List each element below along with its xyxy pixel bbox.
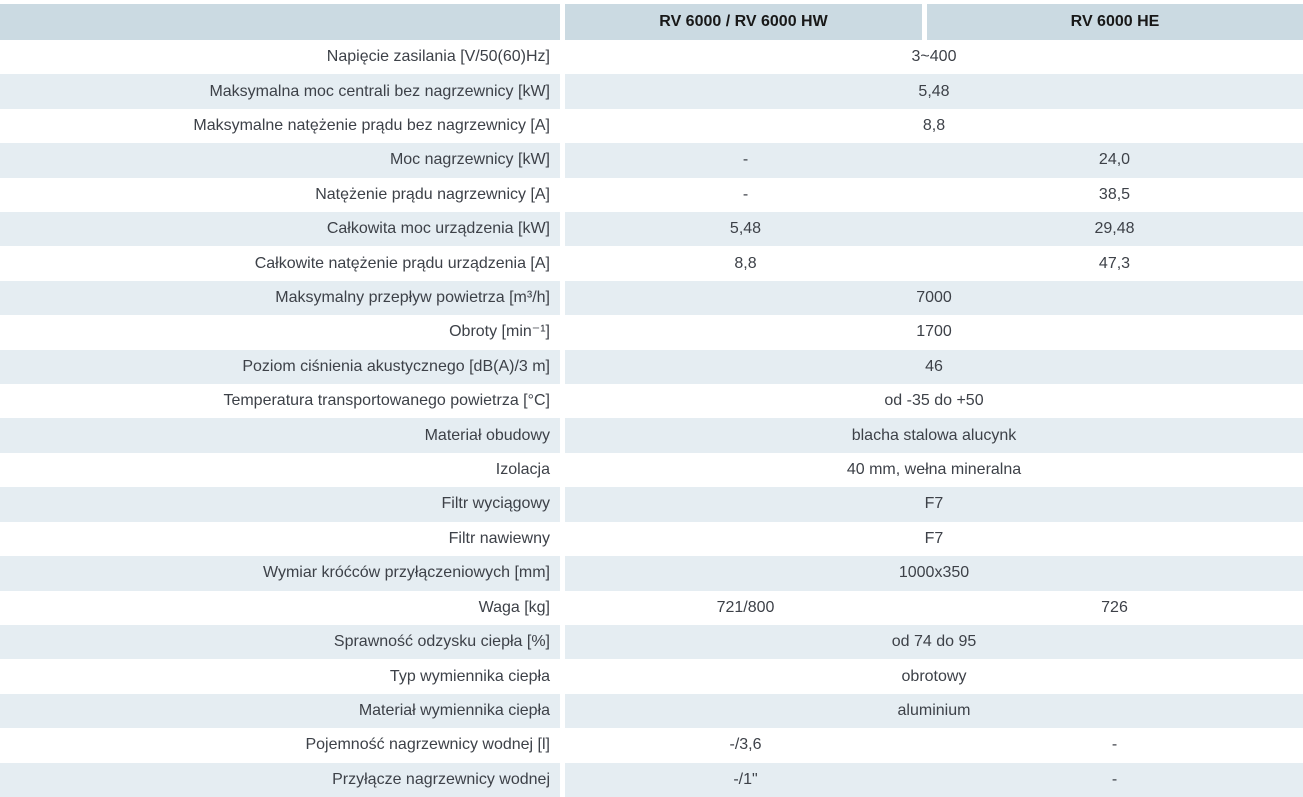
row-value-merged: F7 xyxy=(924,529,944,547)
column-header-rv6000-rv6000hw: RV 6000 / RV 6000 HW xyxy=(565,4,922,40)
table-row: Pojemność nagrzewnicy wodnej [l] -/3,6 - xyxy=(0,728,1303,762)
row-value-rv6000he: 726 xyxy=(1101,598,1128,616)
row-label: Typ wymiennika ciepła xyxy=(389,667,550,685)
row-label: Poziom ciśnienia akustycznego [dB(A)/3 m… xyxy=(0,349,560,385)
row-value-rv6000-rv6000hw: 5,48 xyxy=(565,212,926,247)
row-value-rv6000-rv6000hw: - xyxy=(742,185,749,203)
row-label: Pojemność nagrzewnicy wodnej [l] xyxy=(305,736,550,754)
table-body: Napięcie zasilania [V/50(60)Hz] 3~400 Maks… xyxy=(0,40,1303,797)
table-row: Izolacja 40 mm, wełna mineralna xyxy=(0,453,1303,487)
table-header-row: RV 6000 / RV 6000 HW RV 6000 HE xyxy=(0,4,1303,40)
row-label: Maksymalna moc centrali bez nagrzewnicy … xyxy=(0,74,560,109)
table-row: Całkowite natężenie prądu urządzenia [A]… xyxy=(0,246,1303,280)
row-value-merged: 1000x350 xyxy=(565,556,1303,591)
row-value-merged: blacha stalowa alucynk xyxy=(565,418,1303,453)
row-label: Moc nagrzewnicy [kW] xyxy=(0,143,560,178)
row-value-merged: od -35 do +50 xyxy=(884,392,984,410)
row-value-merged: 8,8 xyxy=(922,117,946,135)
row-label: Sprawność odzysku ciepła [%] xyxy=(0,624,560,660)
row-value-merged: 40 mm, wełna mineralna xyxy=(846,461,1022,479)
row-label: Maksymalny przepływ powietrza [m³/h] xyxy=(0,280,560,316)
row-label: Maksymalne natężenie prądu bez nagrzewni… xyxy=(193,117,550,135)
table-row: Całkowita moc urządzenia [kW] 5,48 29,48 xyxy=(0,212,1303,247)
row-value-rv6000-rv6000hw: -/1" xyxy=(565,762,926,797)
row-label: Filtr nawiewny xyxy=(448,529,550,547)
row-label: Natężenie prądu nagrzewnicy [A] xyxy=(315,185,550,203)
row-label: Filtr wyciągowy xyxy=(0,487,560,522)
table-row: Moc nagrzewnicy [kW] -24,0 xyxy=(0,143,1303,178)
table-row: Maksymalna moc centrali bez nagrzewnicy … xyxy=(0,74,1303,109)
row-label: Materiał wymiennika ciepła xyxy=(0,693,560,729)
table-row: Waga [kg] 721/800 726 xyxy=(0,591,1303,625)
row-label: Izolacja xyxy=(495,461,550,479)
row-value-rv6000-rv6000hw: -/3,6 xyxy=(729,736,762,754)
table-row: Typ wymiennika ciepła obrotowy xyxy=(0,659,1303,693)
row-value-merged: obrotowy xyxy=(901,667,967,685)
row-label: Wymiar króćców przyłączeniowych [mm] xyxy=(0,556,560,591)
row-value-merged: F7 xyxy=(565,487,1303,522)
row-value-rv6000he: 29,48 xyxy=(926,212,1303,247)
table-row: Maksymalne natężenie prądu bez nagrzewni… xyxy=(0,109,1303,143)
row-value-merged: 7000 xyxy=(565,280,1303,316)
row-value-rv6000he: - xyxy=(926,762,1303,797)
row-value-rv6000-rv6000hw: - xyxy=(565,143,926,178)
table-row: Temperatura transportowanego powietrza [… xyxy=(0,384,1303,418)
column-header-rv6000he: RV 6000 HE xyxy=(927,4,1303,40)
row-value-rv6000-rv6000hw: 8,8 xyxy=(734,254,757,272)
table-row: Natężenie prądu nagrzewnicy [A] - 38,5 xyxy=(0,178,1303,212)
table-row: Filtr nawiewny F7 xyxy=(0,522,1303,556)
row-value-rv6000he: 47,3 xyxy=(1098,254,1131,272)
table-row: Materiał wymiennika ciepła aluminium xyxy=(0,693,1303,729)
table-row: Wymiar króćców przyłączeniowych [mm] 1000… xyxy=(0,556,1303,591)
table-row: Przyłącze nagrzewnicy wodnej -/1" - xyxy=(0,762,1303,797)
row-label: Przyłącze nagrzewnicy wodnej xyxy=(0,762,560,797)
row-value-rv6000-rv6000hw: 721/800 xyxy=(716,598,775,616)
row-value-merged: od 74 do 95 xyxy=(565,624,1303,660)
row-value-rv6000he: 24,0 xyxy=(926,143,1303,178)
row-value-rv6000he: 38,5 xyxy=(1098,185,1131,203)
row-label: Całkowite natężenie prądu urządzenia [A] xyxy=(254,254,550,272)
row-label: Materiał obudowy xyxy=(0,418,560,453)
row-value-merged: 5,48 xyxy=(565,74,1303,109)
row-value-merged: 1700 xyxy=(916,323,952,341)
row-value-rv6000he: - xyxy=(1111,736,1118,754)
row-value-merged: aluminium xyxy=(565,693,1303,729)
table-row: Maksymalny przepływ powietrza [m³/h] 7000 xyxy=(0,280,1303,316)
row-label: Napięcie zasilania [V/50(60)Hz] xyxy=(326,48,550,66)
table-row: Napięcie zasilania [V/50(60)Hz] 3~400 xyxy=(0,40,1303,74)
row-value-merged: 46 xyxy=(565,349,1303,385)
row-label: Waga [kg] xyxy=(478,598,550,616)
header-empty-cell xyxy=(0,4,560,40)
row-label: Temperatura transportowanego powietrza [… xyxy=(223,392,550,410)
table-row: Filtr wyciągowy F7 xyxy=(0,487,1303,522)
row-label: Obroty [min⁻¹] xyxy=(449,323,550,341)
table-row: Obroty [min⁻¹] 1700 xyxy=(0,315,1303,349)
table-row: Sprawność odzysku ciepła [%] od 74 do 95 xyxy=(0,624,1303,660)
row-value-merged: 3~400 xyxy=(911,48,957,66)
table-row: Poziom ciśnienia akustycznego [dB(A)/3 m… xyxy=(0,349,1303,385)
table-row: Materiał obudowy blacha stalowa alucynk xyxy=(0,418,1303,453)
row-label: Całkowita moc urządzenia [kW] xyxy=(0,212,560,247)
